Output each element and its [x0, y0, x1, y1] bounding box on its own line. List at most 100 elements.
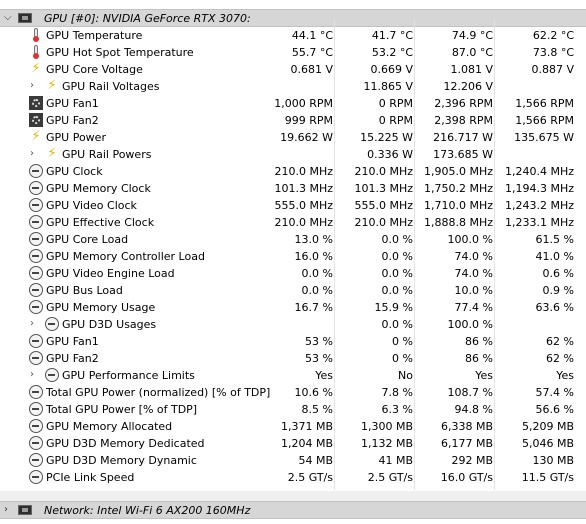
sensor-row[interactable]: GPU Memory Controller Load 16.0 % 0.0 % 74.…	[0, 248, 586, 265]
sensor-row[interactable]: GPU D3D Memory Dynamic 54 MB 41 MB 292 MB 13…	[0, 452, 586, 469]
sensor-row[interactable]: GPU Core Load 13.0 % 0.0 % 100.0 % 61.5 %	[0, 231, 586, 248]
max-value: 12.206 V	[443, 80, 493, 93]
clock-icon	[29, 436, 43, 450]
sensor-label: GPU Fan2	[46, 352, 99, 365]
clock-icon	[29, 402, 43, 416]
sensor-row[interactable]: GPU Bus Load 0.0 % 0.0 % 10.0 % 0.9 %	[0, 282, 586, 299]
current-value: 54 MB	[298, 454, 333, 467]
sensor-row[interactable]: › ⚡ GPU Rail Voltages 11.865 V 12.206 V	[0, 78, 586, 95]
max-value: 2,396 RPM	[434, 97, 493, 110]
average-value: 0.887 V	[531, 63, 574, 76]
average-value: 0.9 %	[542, 284, 574, 297]
average-value: 135.675 W	[514, 131, 574, 144]
min-value: 0.336 W	[367, 148, 413, 161]
bolt-icon: ⚡	[47, 146, 57, 161]
sensor-row[interactable]: GPU Effective Clock 210.0 MHz 210.0 MHz 1,8…	[0, 214, 586, 231]
average-value: 57.4 %	[535, 386, 574, 399]
min-value: 1,300 MB	[360, 420, 413, 433]
max-value: 6,177 MB	[440, 437, 493, 450]
sensor-row[interactable]: Total GPU Power (normalized) [% of TDP] 1…	[0, 384, 586, 401]
sensor-row[interactable]: GPU Temperature 44.1 °C 41.7 °C 74.9 °C 62.2…	[0, 27, 586, 44]
sensor-row[interactable]: GPU Fan1 1,000 RPM 0 RPM 2,396 RPM 1,566 RPM	[0, 95, 586, 112]
min-value: 0.0 %	[381, 284, 413, 297]
current-value: Yes	[315, 369, 333, 382]
sensor-label: GPU Memory Controller Load	[46, 250, 205, 263]
average-value: 1,194.3 MHz	[504, 182, 574, 195]
sensor-label: GPU Fan1	[46, 335, 99, 348]
clock-icon	[29, 419, 43, 433]
max-value: 1,888.8 MHz	[423, 216, 493, 229]
sensor-label: Total GPU Power [% of TDP]	[46, 403, 198, 416]
max-value: 16.0 GT/s	[440, 471, 493, 484]
min-value: 1,132 MB	[360, 437, 413, 450]
sensor-row[interactable]: PCIe Link Speed 2.5 GT/s 2.5 GT/s 16.0 GT/s…	[0, 469, 586, 486]
column-separator	[494, 20, 495, 490]
sensor-label: GPU D3D Memory Dynamic	[46, 454, 197, 467]
max-value: 86 %	[465, 352, 493, 365]
average-value: 62 %	[546, 335, 574, 348]
sensor-row[interactable]: GPU Video Engine Load 0.0 % 0.0 % 74.0 % 0.6…	[0, 265, 586, 282]
clock-icon	[29, 164, 43, 178]
average-value: 130 MB	[532, 454, 574, 467]
sensor-row[interactable]: GPU Memory Allocated 1,371 MB 1,300 MB 6,33…	[0, 418, 586, 435]
sensor-label: GPU Performance Limits	[62, 369, 195, 382]
sensor-row[interactable]: › GPU Performance Limits Yes No Yes Yes	[0, 367, 586, 384]
clock-icon	[29, 453, 43, 467]
clock-icon	[29, 181, 43, 195]
sensor-label: GPU D3D Memory Dedicated	[46, 437, 205, 450]
gpu-chip-icon	[18, 13, 32, 23]
min-value: 210.0 MHz	[354, 216, 413, 229]
sensor-row[interactable]: › ⚡ GPU Rail Powers 0.336 W 173.685 W	[0, 146, 586, 163]
sensor-row[interactable]: GPU Fan2 999 RPM 0 RPM 2,398 RPM 1,566 RPM	[0, 112, 586, 129]
sensor-row[interactable]: Total GPU Power [% of TDP] 8.5 % 6.3 % 94.8…	[0, 401, 586, 418]
sensor-row[interactable]: GPU Memory Clock 101.3 MHz 101.3 MHz 1,750.…	[0, 180, 586, 197]
clock-icon	[29, 266, 43, 280]
average-value: 1,243.2 MHz	[504, 199, 574, 212]
min-value: 53.2 °C	[371, 46, 413, 59]
sensor-row[interactable]: GPU Fan2 53 % 0 % 86 % 62 %	[0, 350, 586, 367]
expand-chevron-icon[interactable]: ›	[30, 80, 34, 91]
min-value: 0.0 %	[381, 233, 413, 246]
sensor-row[interactable]: GPU Fan1 53 % 0 % 86 % 62 %	[0, 333, 586, 350]
expand-chevron-icon[interactable]: ›	[30, 369, 34, 380]
sensor-label: GPU Effective Clock	[46, 216, 155, 229]
sensor-row[interactable]: ⚡ GPU Power 19.662 W 15.225 W 216.717 W 135.6…	[0, 129, 586, 146]
min-value: 41.7 °C	[371, 29, 413, 42]
sensor-row[interactable]: GPU Clock 210.0 MHz 210.0 MHz 1,905.0 MHz 1,…	[0, 163, 586, 180]
network-section-header[interactable]: › Network: Intel Wi-Fi 6 AX200 160MHz	[0, 501, 586, 519]
max-value: 10.0 %	[454, 284, 493, 297]
clock-icon	[29, 385, 43, 399]
min-value: 41 MB	[378, 454, 413, 467]
sensor-row[interactable]: › GPU D3D Usages 0.0 % 100.0 %	[0, 316, 586, 333]
min-value: 0.0 %	[381, 318, 413, 331]
chevron-right-icon[interactable]: ›	[4, 504, 8, 515]
network-section-title: Network: Intel Wi-Fi 6 AX200 160MHz	[44, 504, 251, 517]
average-value: 62.2 °C	[532, 29, 574, 42]
clock-icon	[29, 215, 43, 229]
max-value: 100.0 %	[447, 318, 493, 331]
sensor-label: GPU Rail Powers	[62, 148, 152, 161]
expand-chevron-icon[interactable]: ›	[30, 318, 34, 329]
min-value: 0 RPM	[378, 114, 413, 127]
min-value: 2.5 GT/s	[367, 471, 413, 484]
average-value: 62 %	[546, 352, 574, 365]
expand-chevron-icon[interactable]: ›	[30, 148, 34, 159]
sensor-row[interactable]: GPU D3D Memory Dedicated 1,204 MB 1,132 MB…	[0, 435, 586, 452]
max-value: 1,905.0 MHz	[423, 165, 493, 178]
current-value: 1,000 RPM	[274, 97, 333, 110]
chevron-down-icon[interactable]: ⌵	[4, 12, 12, 23]
sensor-label: GPU Core Load	[46, 233, 129, 246]
current-value: 210.0 MHz	[274, 216, 333, 229]
section-gap	[0, 491, 586, 501]
min-value: 7.8 %	[381, 386, 413, 399]
gpu-section-header[interactable]: ⌵ GPU [#0]: NVIDIA GeForce RTX 3070:	[0, 9, 586, 27]
average-value: 63.6 %	[535, 301, 574, 314]
sensor-row[interactable]: ⚡ GPU Core Voltage 0.681 V 0.669 V 1.081 V 0.…	[0, 61, 586, 78]
average-value: 5,209 MB	[521, 420, 574, 433]
sensor-label: GPU Fan2	[46, 114, 99, 127]
sensor-label: GPU Core Voltage	[46, 63, 143, 76]
sensor-row[interactable]: GPU Hot Spot Temperature 55.7 °C 53.2 °C 87…	[0, 44, 586, 61]
sensor-row[interactable]: GPU Video Clock 555.0 MHz 555.0 MHz 1,710.0…	[0, 197, 586, 214]
current-value: 44.1 °C	[291, 29, 333, 42]
sensor-row[interactable]: GPU Memory Usage 16.7 % 15.9 % 77.4 % 63.6 %	[0, 299, 586, 316]
